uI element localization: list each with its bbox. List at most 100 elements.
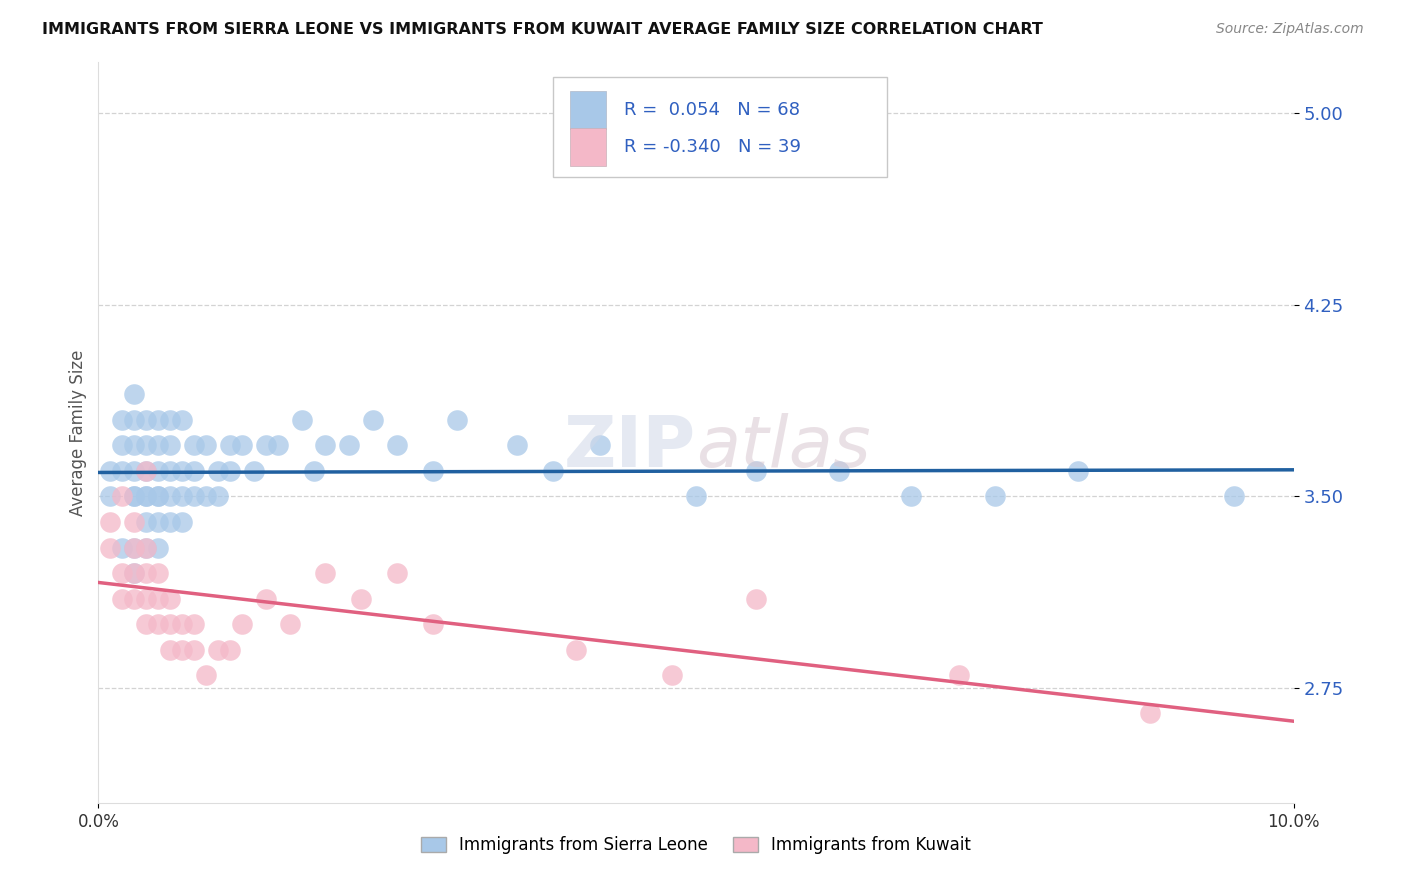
Point — [135, 464, 157, 478]
Point — [124, 541, 146, 555]
Point — [98, 541, 122, 555]
Point — [159, 413, 181, 427]
Point — [745, 464, 768, 478]
Legend: Immigrants from Sierra Leone, Immigrants from Kuwait: Immigrants from Sierra Leone, Immigrants… — [415, 830, 977, 861]
Point — [183, 490, 205, 504]
Point — [207, 464, 229, 478]
Text: R =  0.054   N = 68: R = 0.054 N = 68 — [624, 101, 800, 119]
Point — [828, 464, 851, 478]
Point — [148, 438, 170, 452]
Point — [135, 566, 157, 580]
Point — [948, 668, 970, 682]
Point — [1067, 464, 1090, 478]
Point — [900, 490, 922, 504]
Point — [254, 438, 277, 452]
Point — [124, 591, 146, 606]
Point — [172, 464, 194, 478]
Point — [231, 438, 253, 452]
Point — [98, 515, 122, 529]
Point — [183, 617, 205, 632]
Y-axis label: Average Family Size: Average Family Size — [69, 350, 87, 516]
Point — [148, 490, 170, 504]
Point — [148, 541, 170, 555]
Point — [111, 490, 134, 504]
Point — [124, 490, 146, 504]
Point — [339, 438, 361, 452]
Point — [422, 617, 444, 632]
Point — [219, 438, 242, 452]
Point — [685, 490, 707, 504]
Point — [172, 617, 194, 632]
Point — [1223, 490, 1246, 504]
Point — [135, 515, 157, 529]
Point — [565, 642, 588, 657]
Point — [111, 438, 134, 452]
Point — [243, 464, 266, 478]
Point — [183, 438, 205, 452]
Point — [148, 617, 170, 632]
Point — [745, 591, 768, 606]
Point — [422, 464, 444, 478]
Point — [267, 438, 290, 452]
Text: IMMIGRANTS FROM SIERRA LEONE VS IMMIGRANTS FROM KUWAIT AVERAGE FAMILY SIZE CORRE: IMMIGRANTS FROM SIERRA LEONE VS IMMIGRAN… — [42, 22, 1043, 37]
Point — [111, 591, 134, 606]
Point — [135, 490, 157, 504]
Point — [172, 642, 194, 657]
FancyBboxPatch shape — [553, 78, 887, 178]
Point — [159, 591, 181, 606]
Point — [159, 617, 181, 632]
Point — [159, 464, 181, 478]
Point — [589, 438, 612, 452]
Text: Source: ZipAtlas.com: Source: ZipAtlas.com — [1216, 22, 1364, 37]
Point — [350, 591, 373, 606]
Point — [254, 591, 277, 606]
Point — [291, 413, 314, 427]
Point — [385, 566, 409, 580]
Point — [124, 566, 146, 580]
Point — [315, 566, 337, 580]
Point — [506, 438, 529, 452]
Point — [172, 490, 194, 504]
Point — [111, 413, 134, 427]
Point — [385, 438, 409, 452]
Point — [98, 490, 122, 504]
Point — [159, 490, 181, 504]
Point — [148, 490, 170, 504]
Point — [661, 668, 683, 682]
Point — [195, 668, 218, 682]
Point — [124, 438, 146, 452]
Point — [148, 515, 170, 529]
Point — [278, 617, 301, 632]
Point — [172, 515, 194, 529]
Point — [159, 438, 181, 452]
Point — [984, 490, 1007, 504]
Point — [135, 541, 157, 555]
Point — [135, 438, 157, 452]
Point — [111, 464, 134, 478]
Point — [98, 464, 122, 478]
Point — [219, 464, 242, 478]
Point — [195, 490, 218, 504]
Point — [135, 591, 157, 606]
Text: ZIP: ZIP — [564, 413, 696, 482]
Point — [195, 438, 218, 452]
Point — [159, 642, 181, 657]
Point — [207, 490, 229, 504]
Point — [159, 515, 181, 529]
Point — [541, 464, 564, 478]
Point — [111, 566, 134, 580]
Point — [363, 413, 385, 427]
Point — [124, 413, 146, 427]
Point — [219, 642, 242, 657]
Point — [124, 387, 146, 401]
Point — [207, 642, 229, 657]
Text: R = -0.340   N = 39: R = -0.340 N = 39 — [624, 138, 801, 156]
Point — [315, 438, 337, 452]
Point — [148, 566, 170, 580]
Point — [148, 464, 170, 478]
Point — [135, 464, 157, 478]
Point — [172, 413, 194, 427]
Point — [446, 413, 468, 427]
Point — [124, 515, 146, 529]
Point — [135, 617, 157, 632]
